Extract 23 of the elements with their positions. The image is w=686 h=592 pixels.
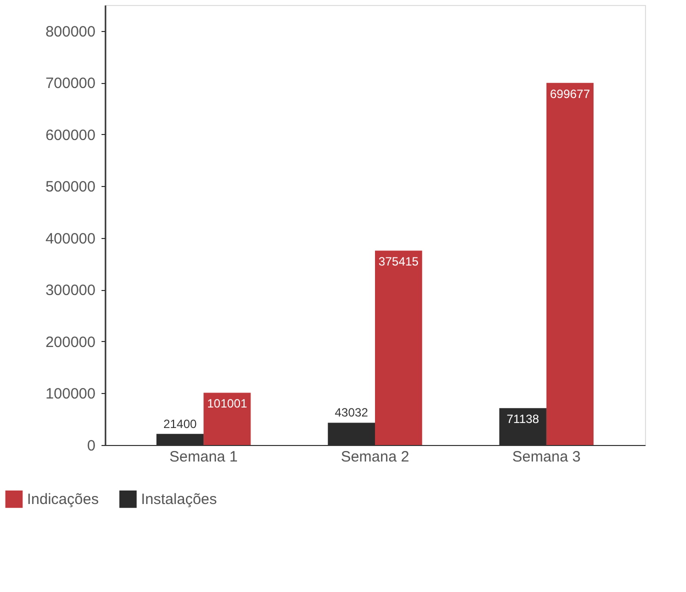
y-tick-label: 100000 <box>45 386 96 403</box>
y-tick-label: 500000 <box>45 178 96 196</box>
y-tick-label: 600000 <box>45 126 96 144</box>
x-tick-label: Semana 3 <box>512 448 581 466</box>
y-tick-label: 0 <box>87 438 96 454</box>
x-tick-label: Semana 1 <box>169 448 238 466</box>
x-tick-label: Semana 2 <box>340 448 410 466</box>
data-label: 699677 <box>550 86 590 101</box>
y-tick-label: 200000 <box>45 334 96 351</box>
y-tick-label: 800000 <box>45 23 96 40</box>
bar <box>546 82 594 445</box>
data-label: 71138 <box>506 412 540 426</box>
y-tick-label: 400000 <box>45 230 96 248</box>
legend-label: Instalações <box>141 491 217 508</box>
data-label: 21400 <box>163 416 198 431</box>
y-tick-label: 300000 <box>45 282 96 300</box>
y-tick-label: 700000 <box>45 75 96 92</box>
data-label: 375415 <box>378 254 419 269</box>
bar <box>375 250 422 445</box>
data-label: 101001 <box>207 396 248 411</box>
data-label: 43032 <box>334 406 368 420</box>
legend-label: Indicações <box>27 491 99 508</box>
bar <box>204 392 251 445</box>
